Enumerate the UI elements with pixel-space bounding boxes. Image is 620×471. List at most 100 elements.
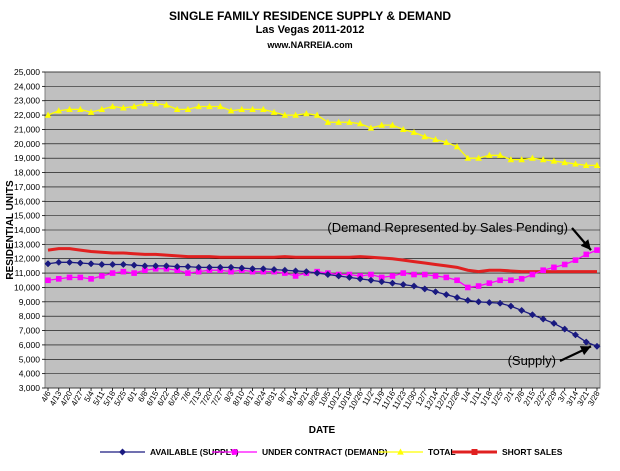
data-point: [378, 121, 386, 128]
data-point: [540, 267, 546, 274]
data-point: [389, 273, 396, 279]
data-point: [185, 270, 191, 276]
data-point: [130, 102, 138, 110]
data-point: [550, 319, 558, 327]
data-point: [399, 125, 407, 133]
y-tick-label: 7,000: [19, 326, 41, 336]
y-tick-label: 14,000: [14, 225, 40, 235]
data-point: [421, 285, 429, 293]
series-line: [47, 261, 598, 347]
data-point: [475, 283, 482, 289]
data-point: [292, 273, 299, 279]
annotation-label: (Demand Represented by Sales Pending): [327, 220, 568, 235]
data-point: [335, 118, 342, 125]
data-point: [529, 271, 536, 278]
chart-subtitle: Las Vegas 2011-2012: [255, 24, 365, 36]
data-point: [508, 277, 514, 284]
data-point: [507, 156, 515, 163]
data-point: [44, 111, 52, 118]
data-point: [593, 342, 601, 350]
data-point: [216, 263, 224, 271]
y-tick-label: 5,000: [19, 354, 41, 364]
data-point: [109, 102, 116, 110]
data-point: [442, 138, 450, 145]
data-point: [313, 269, 321, 277]
data-point: [119, 260, 127, 269]
y-tick-label: 20,000: [14, 139, 40, 149]
data-point: [421, 271, 428, 278]
data-point: [238, 264, 246, 272]
y-tick-label: 16,000: [14, 196, 40, 206]
x-tick-label: 3/28: [586, 389, 602, 407]
data-point: [65, 258, 74, 266]
data-point: [551, 264, 557, 271]
data-point: [231, 449, 238, 455]
x-tick-labels: 4/64/134/204/275/45/115/185/256/16/86/15…: [39, 388, 602, 411]
data-point: [109, 260, 117, 269]
y-tick-label: 19,000: [14, 153, 40, 163]
data-point: [399, 281, 407, 289]
data-point: [259, 265, 267, 273]
data-point: [582, 338, 590, 346]
data-point: [120, 268, 127, 275]
data-point: [98, 260, 106, 269]
data-point: [76, 259, 84, 267]
data-point: [572, 257, 579, 263]
data-point: [66, 105, 73, 112]
data-point: [388, 279, 397, 287]
data-point: [486, 280, 493, 286]
data-point: [205, 263, 214, 271]
y-tick-label: 13,000: [14, 239, 40, 249]
legend-label: SHORT SALES: [502, 447, 563, 457]
data-point: [410, 282, 418, 290]
data-point: [313, 111, 321, 118]
data-point: [184, 263, 192, 271]
data-point: [583, 251, 590, 258]
data-point: [98, 105, 106, 112]
series-2: [44, 100, 601, 168]
data-point: [496, 299, 504, 307]
data-point: [368, 271, 374, 278]
series-0: [44, 258, 601, 350]
data-point: [76, 105, 84, 112]
y-tick-label: 9,000: [19, 297, 41, 307]
data-point: [195, 102, 203, 110]
data-point: [367, 124, 375, 131]
data-point: [87, 260, 95, 268]
data-point: [518, 156, 525, 163]
legend-item: SHORT SALES: [452, 447, 563, 457]
data-point: [173, 105, 181, 112]
data-point: [356, 120, 364, 127]
data-point: [184, 105, 192, 112]
data-point: [55, 276, 62, 282]
y-tick-label: 11,000: [15, 268, 41, 278]
data-point: [206, 102, 213, 110]
data-point: [259, 105, 267, 112]
series-lines: [44, 100, 601, 350]
data-point: [518, 276, 525, 282]
data-point: [270, 265, 278, 274]
legend-item: UNDER CONTRACT (DEMAND): [212, 447, 388, 457]
data-point: [443, 274, 450, 281]
data-point: [485, 298, 493, 307]
data-point: [356, 275, 364, 283]
data-point: [367, 276, 375, 284]
data-point: [582, 161, 590, 168]
data-point: [281, 111, 289, 118]
data-point: [292, 267, 300, 275]
data-point: [411, 271, 417, 278]
data-point: [142, 267, 148, 274]
data-point: [141, 100, 149, 107]
data-point: [539, 156, 547, 163]
data-point: [120, 104, 127, 111]
legend-item: TOTAL: [378, 447, 456, 457]
data-point: [281, 266, 289, 274]
legend-label: TOTAL: [428, 447, 456, 457]
y-tick-label: 6,000: [19, 340, 41, 350]
series-3: [47, 247, 597, 274]
legend: AVAILABLE (SUPPLY) UNDER CONTRACT (DEMAND…: [100, 447, 563, 457]
data-point: [88, 276, 94, 282]
y-tick-label: 8,000: [19, 311, 41, 321]
data-point: [397, 448, 404, 455]
data-point: [195, 268, 202, 275]
